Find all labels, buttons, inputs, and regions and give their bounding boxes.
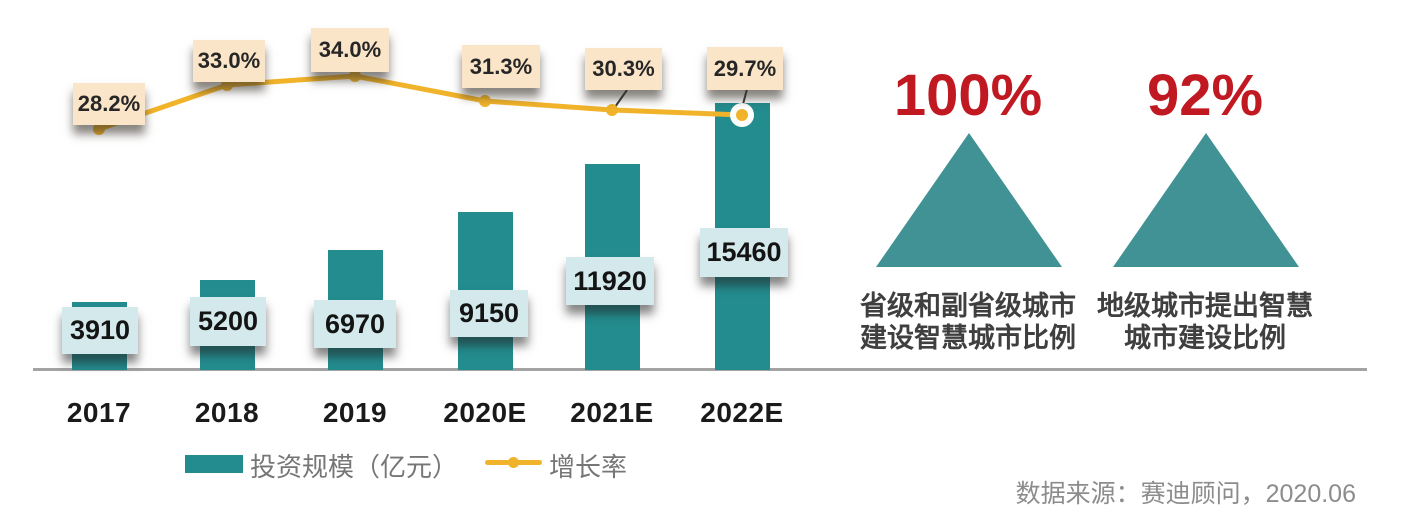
- line-marker-icon: [479, 95, 491, 107]
- growth-rate-label-2018: 33.0%: [193, 40, 265, 82]
- growth-rate-label-2020E: 31.3%: [462, 45, 540, 88]
- x-tick-2017: 2017: [66, 397, 132, 428]
- legend-line-marker-icon: [485, 457, 542, 468]
- bar-value-label-2018: 5200: [190, 297, 266, 346]
- growth-rate-label-2017: 28.2%: [73, 83, 145, 125]
- highlight-province-value: 100%: [893, 63, 1043, 128]
- growth-rate-label-2022E: 29.7%: [707, 47, 783, 90]
- caption-line: 城市建设比例: [1124, 323, 1286, 353]
- line-marker-icon: [606, 104, 618, 116]
- growth-rate-label-2021E: 30.3%: [585, 48, 662, 90]
- legend-line-label: 增长率: [549, 452, 628, 482]
- x-tick-2018: 2018: [194, 397, 260, 428]
- line-marker-icon: [93, 123, 105, 135]
- highlight-prefecture-caption: 地级城市提出智慧 城市建设比例: [1090, 290, 1320, 354]
- growth-rate-line: [93, 70, 754, 135]
- x-axis-line: [33, 368, 1367, 371]
- line-marker-icon: [349, 70, 361, 82]
- combo-chart: 28.2% 33.0% 34.0% 31.3% 30.3% 29.7% 3910 5200 69…: [62, 28, 788, 428]
- x-tick-2019: 2019: [322, 397, 388, 428]
- triangle-icon: [1113, 133, 1299, 267]
- source-note: 数据来源：赛迪顾问，2020.06: [1015, 480, 1356, 508]
- caption-line: 地级城市提出智慧: [1097, 291, 1313, 321]
- highlight-province-caption: 省级和副省级城市 建设智慧城市比例: [853, 290, 1083, 354]
- line-marker-icon: [221, 79, 233, 91]
- bar-value-label-2017: 3910: [62, 307, 138, 354]
- growth-rate-label-2019: 34.0%: [311, 28, 389, 72]
- caption-line: 建设智慧城市比例: [860, 323, 1076, 353]
- caption-line: 省级和副省级城市: [860, 291, 1076, 321]
- legend-line-dot-icon: [508, 457, 519, 468]
- legend-bar-swatch-icon: [185, 455, 243, 473]
- x-tick-2021E: 2021E: [570, 397, 654, 428]
- legend-bar-label: 投资规模（亿元）: [250, 452, 459, 482]
- x-tick-2020E: 2020E: [443, 397, 527, 428]
- bar-value-label-2019: 6970: [314, 300, 396, 348]
- bar-value-label-2021E: 11920: [566, 257, 654, 305]
- triangle-icon: [876, 133, 1062, 267]
- line-marker-icon: [736, 109, 748, 121]
- x-tick-2022E: 2022E: [700, 397, 784, 428]
- bar-value-label-2022E: 15460: [700, 228, 788, 277]
- bar-value-label-2020E: 9150: [450, 290, 528, 337]
- highlight-prefecture-value: 92%: [1146, 63, 1264, 128]
